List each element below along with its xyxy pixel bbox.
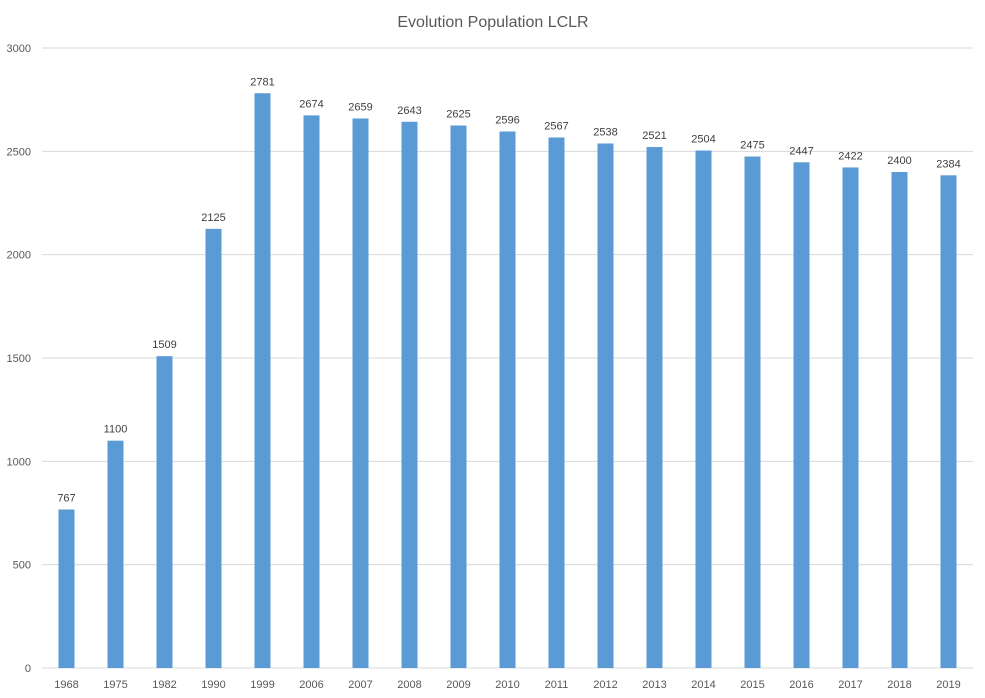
x-axis: 1968 1975 1982 1990 1999 2006 2007 2008 2009 2010… — [54, 679, 960, 691]
x-tick-label: 2011 — [545, 679, 569, 691]
x-tick-label: 2017 — [838, 679, 862, 691]
data-label: 2659 — [348, 101, 372, 113]
x-tick-label: 2010 — [495, 679, 519, 691]
data-label: 1100 — [104, 424, 128, 436]
bar — [156, 356, 173, 668]
x-tick-label: 1990 — [201, 679, 225, 691]
x-tick-label: 1982 — [152, 679, 176, 691]
data-label: 2596 — [495, 114, 519, 126]
data-label: 2125 — [201, 212, 225, 224]
data-label: 1509 — [152, 339, 176, 351]
y-tick-label: 3000 — [7, 43, 31, 55]
data-label: 2400 — [887, 155, 911, 167]
x-tick-label: 1968 — [54, 679, 78, 691]
bar — [352, 118, 369, 669]
x-tick-label: 2016 — [789, 679, 813, 691]
x-tick-label: 2007 — [348, 679, 372, 691]
bar — [793, 162, 810, 668]
x-tick-label: 2015 — [740, 679, 764, 691]
x-tick-label: 2012 — [593, 679, 617, 691]
y-tick-label: 0 — [25, 663, 31, 675]
x-tick-label: 2009 — [446, 679, 470, 691]
bar — [254, 93, 271, 668]
data-label: 2521 — [642, 130, 666, 142]
x-tick-label: 2018 — [887, 679, 911, 691]
y-tick-label: 1500 — [7, 353, 31, 365]
data-label: 2384 — [936, 158, 960, 170]
data-label: 2643 — [397, 105, 421, 117]
y-axis: 0 500 1000 1500 2000 2500 3000 — [7, 43, 31, 675]
data-label: 2475 — [740, 140, 764, 152]
data-label: 2504 — [691, 134, 715, 146]
bar — [646, 146, 663, 668]
data-labels: 767 1100 1509 2125 2781 2674 2659 2643 2625 2596 2… — [57, 76, 960, 504]
bar — [205, 228, 222, 669]
bar — [548, 137, 565, 668]
x-tick-label: 1999 — [250, 679, 274, 691]
bar — [58, 509, 75, 668]
data-label: 2567 — [544, 120, 568, 132]
bar — [695, 150, 712, 669]
bar — [597, 143, 614, 669]
bar — [744, 156, 761, 668]
data-label: 2422 — [838, 150, 862, 162]
bar — [107, 440, 124, 668]
bars — [58, 93, 957, 669]
bar — [842, 167, 859, 668]
data-label: 767 — [57, 492, 75, 504]
bar — [450, 125, 467, 668]
x-tick-label: 2013 — [642, 679, 666, 691]
bar — [401, 121, 418, 668]
data-label: 2447 — [789, 145, 813, 157]
y-tick-label: 2500 — [7, 146, 31, 158]
x-tick-label: 1975 — [103, 679, 127, 691]
y-tick-label: 2000 — [7, 250, 31, 262]
x-tick-label: 2019 — [936, 679, 960, 691]
bar — [891, 172, 908, 668]
chart-title: Evolution Population LCLR — [397, 14, 588, 31]
x-tick-label: 2008 — [397, 679, 421, 691]
y-tick-label: 500 — [13, 560, 31, 572]
x-tick-label: 2006 — [299, 679, 323, 691]
bar — [940, 175, 957, 668]
x-tick-label: 2014 — [691, 679, 715, 691]
bar — [499, 131, 516, 668]
data-label: 2781 — [250, 76, 274, 88]
bar — [303, 115, 320, 668]
data-label: 2625 — [446, 109, 470, 121]
data-label: 2538 — [593, 126, 617, 138]
y-tick-label: 1000 — [7, 456, 31, 468]
data-label: 2674 — [299, 98, 323, 110]
